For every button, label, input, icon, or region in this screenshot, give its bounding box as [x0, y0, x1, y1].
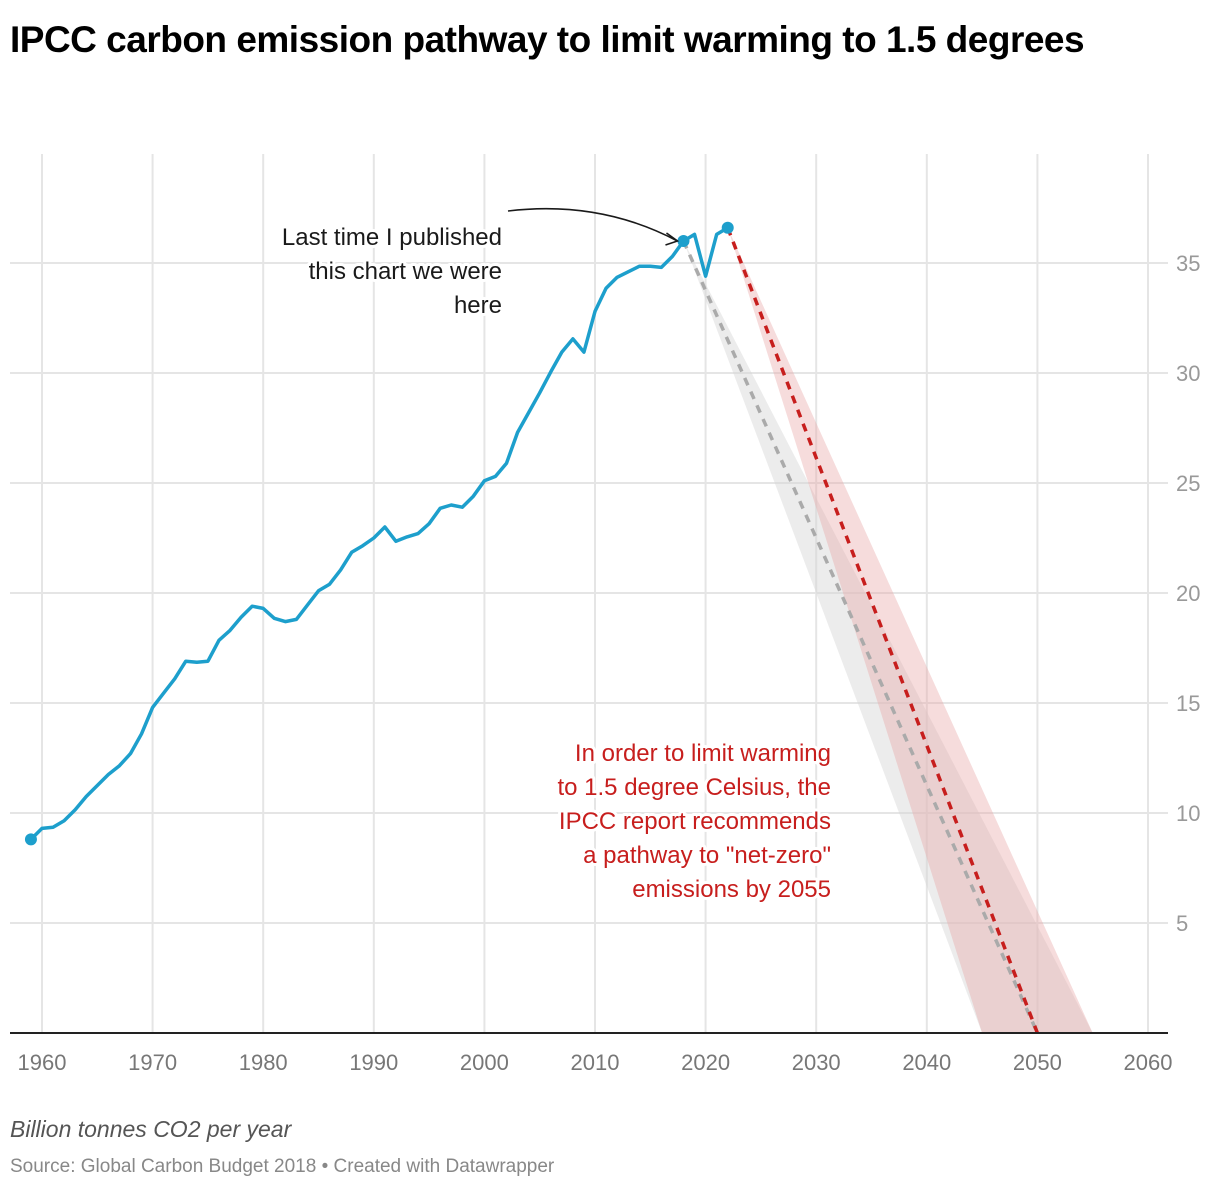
x-tick-label-2040: 2040: [902, 1050, 951, 1075]
x-tick-label-2030: 2030: [792, 1050, 841, 1075]
y-tick-label-35: 35: [1176, 251, 1200, 276]
y-tick-label-15: 15: [1176, 691, 1200, 716]
x-tick-label-1970: 1970: [128, 1050, 177, 1075]
y-tick-label-30: 30: [1176, 361, 1200, 386]
x-tick-label-1990: 1990: [349, 1050, 398, 1075]
y-tick-label-5: 5: [1176, 911, 1188, 936]
y-tick-label-25: 25: [1176, 471, 1200, 496]
uncertainty-bands: [683, 227, 1093, 1034]
data-point-2018: [677, 235, 690, 247]
x-tick-label-2020: 2020: [681, 1050, 730, 1075]
band-previous-pathway: [683, 241, 1093, 1033]
x-tick-labels: 1960 1970 1980 1990 2000 2010 2020 2030 2040 2050…: [18, 1050, 1173, 1075]
source-footer: Source: Global Carbon Budget 2018 • Crea…: [10, 1156, 555, 1177]
y-tick-label-10: 10: [1176, 801, 1200, 826]
projection-lines: [681, 227, 1040, 1034]
x-tick-label-1980: 1980: [239, 1050, 288, 1075]
x-tick-label-2000: 2000: [460, 1050, 509, 1075]
projection-line-previous: [681, 240, 1039, 1034]
y-tick-label-20: 20: [1176, 581, 1200, 606]
annotations: Last time I published this chart we were h…: [279, 207, 834, 906]
chart-svg: 5 10 15 20 25 30 35 1960 1970 1980 1990 2000 2010 20…: [10, 154, 1200, 1075]
y-gridlines: [10, 262, 1168, 924]
annotation-ipcc-line-4: a pathway to "net-zero": [583, 842, 831, 869]
annotation-ipcc-line-3: IPCC report recommends: [559, 808, 831, 835]
historical-emissions-line: [29, 226, 730, 842]
data-point-1959: [24, 833, 37, 846]
annotation-last-published-line-3: here: [454, 292, 502, 319]
annotation-arrow-line: [507, 207, 678, 242]
annotation-ipcc-line-5: emissions by 2055: [632, 876, 831, 903]
x-tick-label-2060: 2060: [1124, 1050, 1173, 1075]
y-axis-unit-label: Billion tonnes CO2 per year: [10, 1116, 292, 1142]
band-current-pathway: [727, 227, 1093, 1034]
data-point-2022: [721, 221, 734, 234]
y-tick-labels: 5 10 15 20 25 30 35: [1176, 251, 1200, 936]
annotation-arrow-head: [665, 232, 680, 246]
annotation-last-published-line-2: this chart we were: [309, 258, 502, 285]
annotation-ipcc-line-2: to 1.5 degree Celsius, the: [557, 774, 831, 801]
annotation-last-published-line-1: Last time I published: [282, 224, 502, 251]
x-tick-label-2010: 2010: [571, 1050, 620, 1075]
x-tick-label-2050: 2050: [1013, 1050, 1062, 1075]
x-tick-label-1960: 1960: [18, 1050, 67, 1075]
chart-title: IPCC carbon emission pathway to limit wa…: [10, 19, 1085, 60]
historical-line-group: [24, 221, 734, 846]
annotation-ipcc-line-1: In order to limit warming: [575, 740, 831, 767]
